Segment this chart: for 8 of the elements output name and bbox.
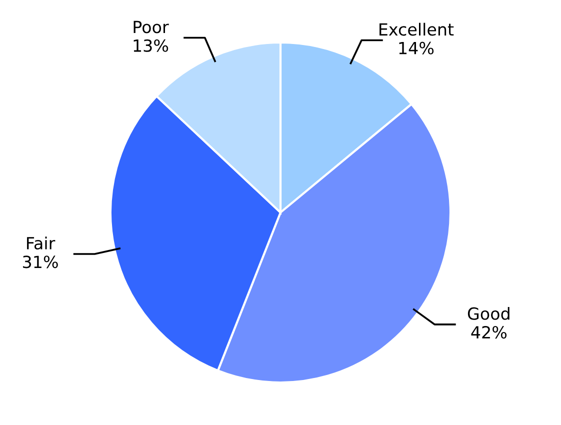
slice-label: Poor [134,20,169,34]
slice-label: Good [468,307,510,320]
slice-label: Excellent [380,22,454,36]
data-label: 42% [471,326,507,339]
data-label: 31% [23,256,58,268]
slice-label: Fair [27,236,56,250]
data-label: 13% [134,39,168,52]
data-label: 14% [399,42,434,54]
